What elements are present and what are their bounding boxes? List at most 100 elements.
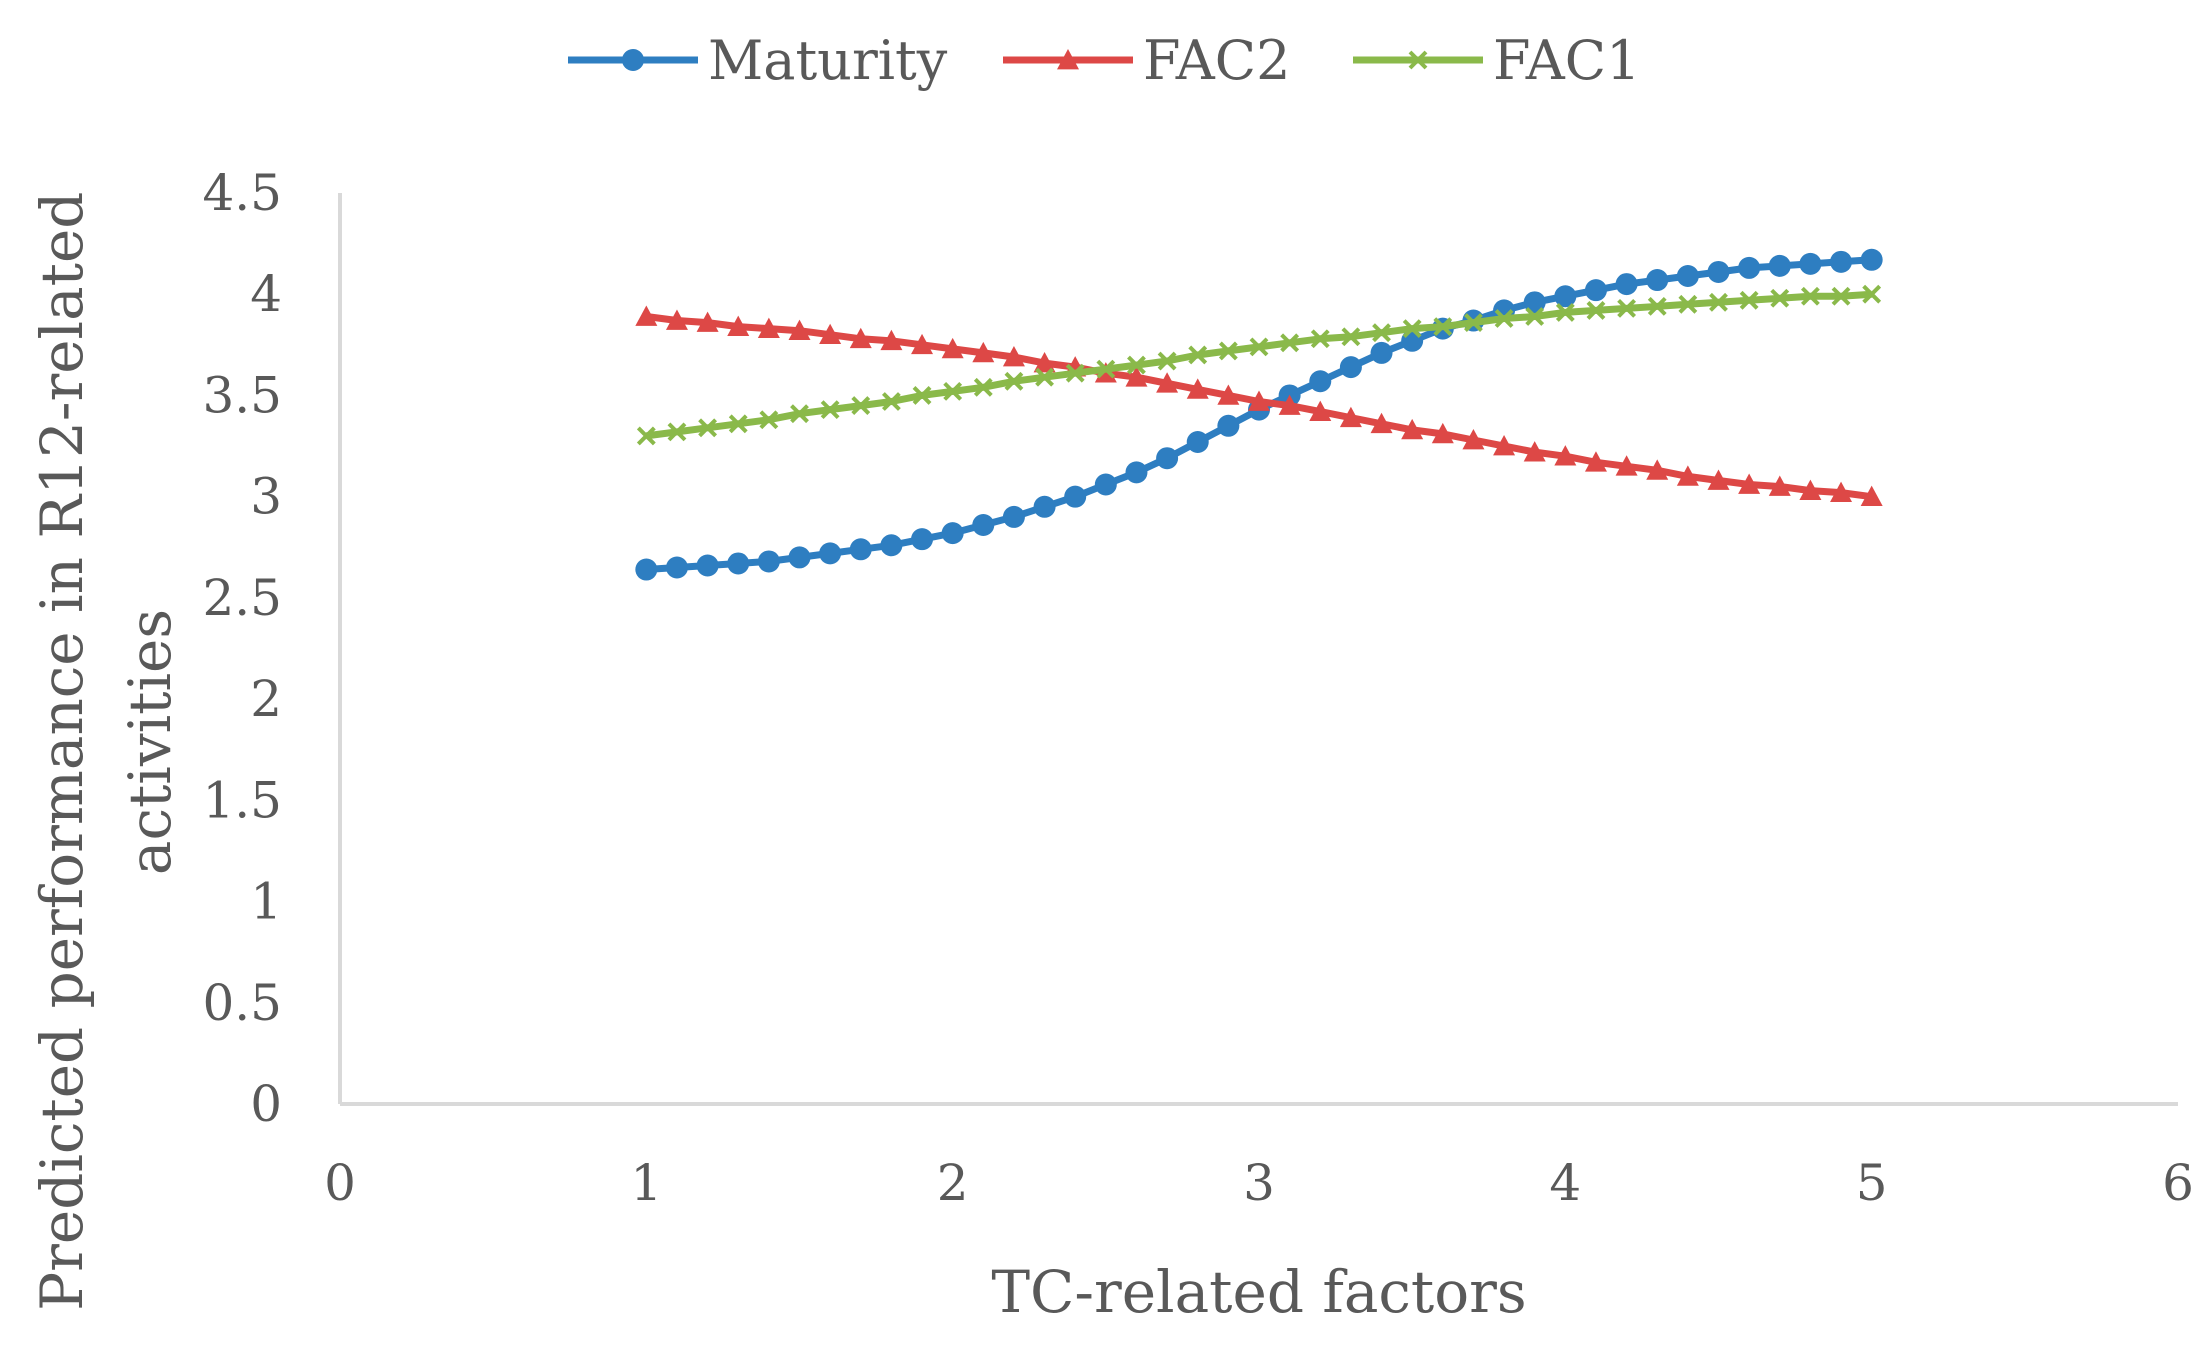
fac2-point <box>757 317 780 338</box>
maturity-point <box>757 550 780 573</box>
fac1-point <box>973 377 993 397</box>
fac2-point <box>1646 459 1669 480</box>
fac1-point <box>851 396 871 415</box>
fac1-point <box>912 386 932 405</box>
fac2-point <box>1186 378 1209 399</box>
fac2-point <box>1493 435 1516 456</box>
legend-label-fac1: FAC1 <box>1493 29 1640 92</box>
maturity-point <box>1554 285 1577 308</box>
fac2-point <box>1339 406 1362 428</box>
legend-maturity-point <box>622 49 644 71</box>
maturity-point <box>1738 256 1761 279</box>
fac1-point <box>1464 313 1483 332</box>
fac2-point <box>696 311 719 332</box>
maturity-point <box>1064 485 1087 508</box>
fac2-point <box>1033 352 1056 373</box>
legend-item-fac1: FAC1 <box>1353 29 1640 92</box>
maturity-point <box>1799 252 1822 275</box>
y-tick-label: 3.5 <box>202 366 282 424</box>
maturity-point <box>849 538 872 561</box>
y-tick-label: 2.5 <box>202 569 282 627</box>
axes: 0 0.5 1 1.5 2 2.5 3 3.5 4 4.5 0 1 2 3 4 5 6 <box>202 164 2193 1212</box>
maturity-point <box>1094 473 1117 496</box>
maturity-point <box>1309 370 1332 393</box>
maturity-point <box>727 552 750 575</box>
fac1-point <box>1800 286 1820 306</box>
legend: Maturity FAC2 FAC1 <box>568 29 1640 92</box>
maturity-point <box>1125 461 1148 484</box>
maturity-point <box>1676 265 1699 288</box>
y-tick-label: 0.5 <box>202 974 282 1032</box>
y-axis-title: Predicted performance in R12-related act… <box>28 173 184 1311</box>
fac2-point <box>1707 469 1730 490</box>
fac1-point <box>943 381 963 401</box>
fac2-point <box>1431 422 1454 444</box>
legend-fac2-point <box>1057 49 1079 70</box>
fac2-series <box>635 305 1883 507</box>
fac1-series <box>636 284 1882 446</box>
fac1-point <box>1096 359 1116 379</box>
fac2-point <box>1738 473 1761 494</box>
fac2-point <box>635 305 658 326</box>
maturity-point <box>1707 260 1730 283</box>
x-tick-label: 0 <box>324 1154 356 1212</box>
maturity-point <box>696 554 719 577</box>
fac2-point <box>1156 372 1179 393</box>
maturity-point <box>1646 269 1669 292</box>
fac1-point <box>1310 329 1330 349</box>
fac1-point <box>1188 345 1208 365</box>
fac2-point <box>1125 366 1148 387</box>
fac2-point <box>1309 400 1332 421</box>
fac2-point <box>788 319 811 341</box>
fac1-point <box>1035 367 1054 387</box>
fac1-point <box>759 410 779 430</box>
fac2-point <box>1217 384 1240 405</box>
maturity-point <box>1186 431 1209 454</box>
fac1-point <box>1494 309 1514 328</box>
legend-item-fac2: FAC2 <box>1003 29 1290 92</box>
plot-area <box>635 248 1883 581</box>
x-tick-labels: 0 1 2 3 4 5 6 <box>324 1154 2194 1212</box>
fac2-point <box>1768 475 1791 496</box>
x-tick-label: 1 <box>630 1154 662 1212</box>
fac1-point <box>1555 303 1575 322</box>
fac1-point <box>698 418 718 438</box>
maturity-point <box>1033 495 1056 518</box>
fac2-point <box>972 341 995 363</box>
fac2-point <box>849 327 872 349</box>
fac1-point <box>1647 296 1667 316</box>
y-tick-label: 3 <box>250 468 282 526</box>
fac1-point <box>1157 351 1177 371</box>
fac2-point <box>727 315 750 336</box>
fac1-point <box>790 404 809 424</box>
maturity-point <box>1615 273 1638 296</box>
fac2-point <box>1523 441 1546 462</box>
fac1-point <box>1525 307 1545 326</box>
fac1-point <box>1341 327 1361 347</box>
legend-label-fac2: FAC2 <box>1143 29 1290 92</box>
y-axis-title-line-2: activities <box>116 609 184 875</box>
fac1-point <box>1004 371 1024 391</box>
maturity-point <box>788 546 811 569</box>
maturity-point <box>972 514 995 537</box>
fac2-point <box>1462 428 1485 450</box>
fac1-point <box>1678 294 1698 314</box>
y-tick-label: 1 <box>250 873 282 931</box>
fac1-point <box>1617 298 1637 318</box>
x-axis-title: TC-related factors <box>991 1258 1526 1326</box>
fac1-point <box>1280 333 1300 353</box>
fac2-point <box>1860 485 1883 507</box>
fac2-point <box>1676 465 1699 486</box>
maturity-point <box>941 522 964 545</box>
fac2-point <box>880 329 903 351</box>
fac1-point <box>1218 341 1238 361</box>
fac2-point <box>911 333 934 355</box>
maturity-point <box>819 542 842 565</box>
maturity-point <box>635 558 658 581</box>
x-tick-label: 6 <box>2162 1154 2194 1212</box>
legend-item-maturity: Maturity <box>568 29 948 92</box>
fac2-point <box>1830 481 1853 502</box>
fac2-point <box>1584 451 1607 472</box>
fac2-point <box>1401 418 1424 440</box>
